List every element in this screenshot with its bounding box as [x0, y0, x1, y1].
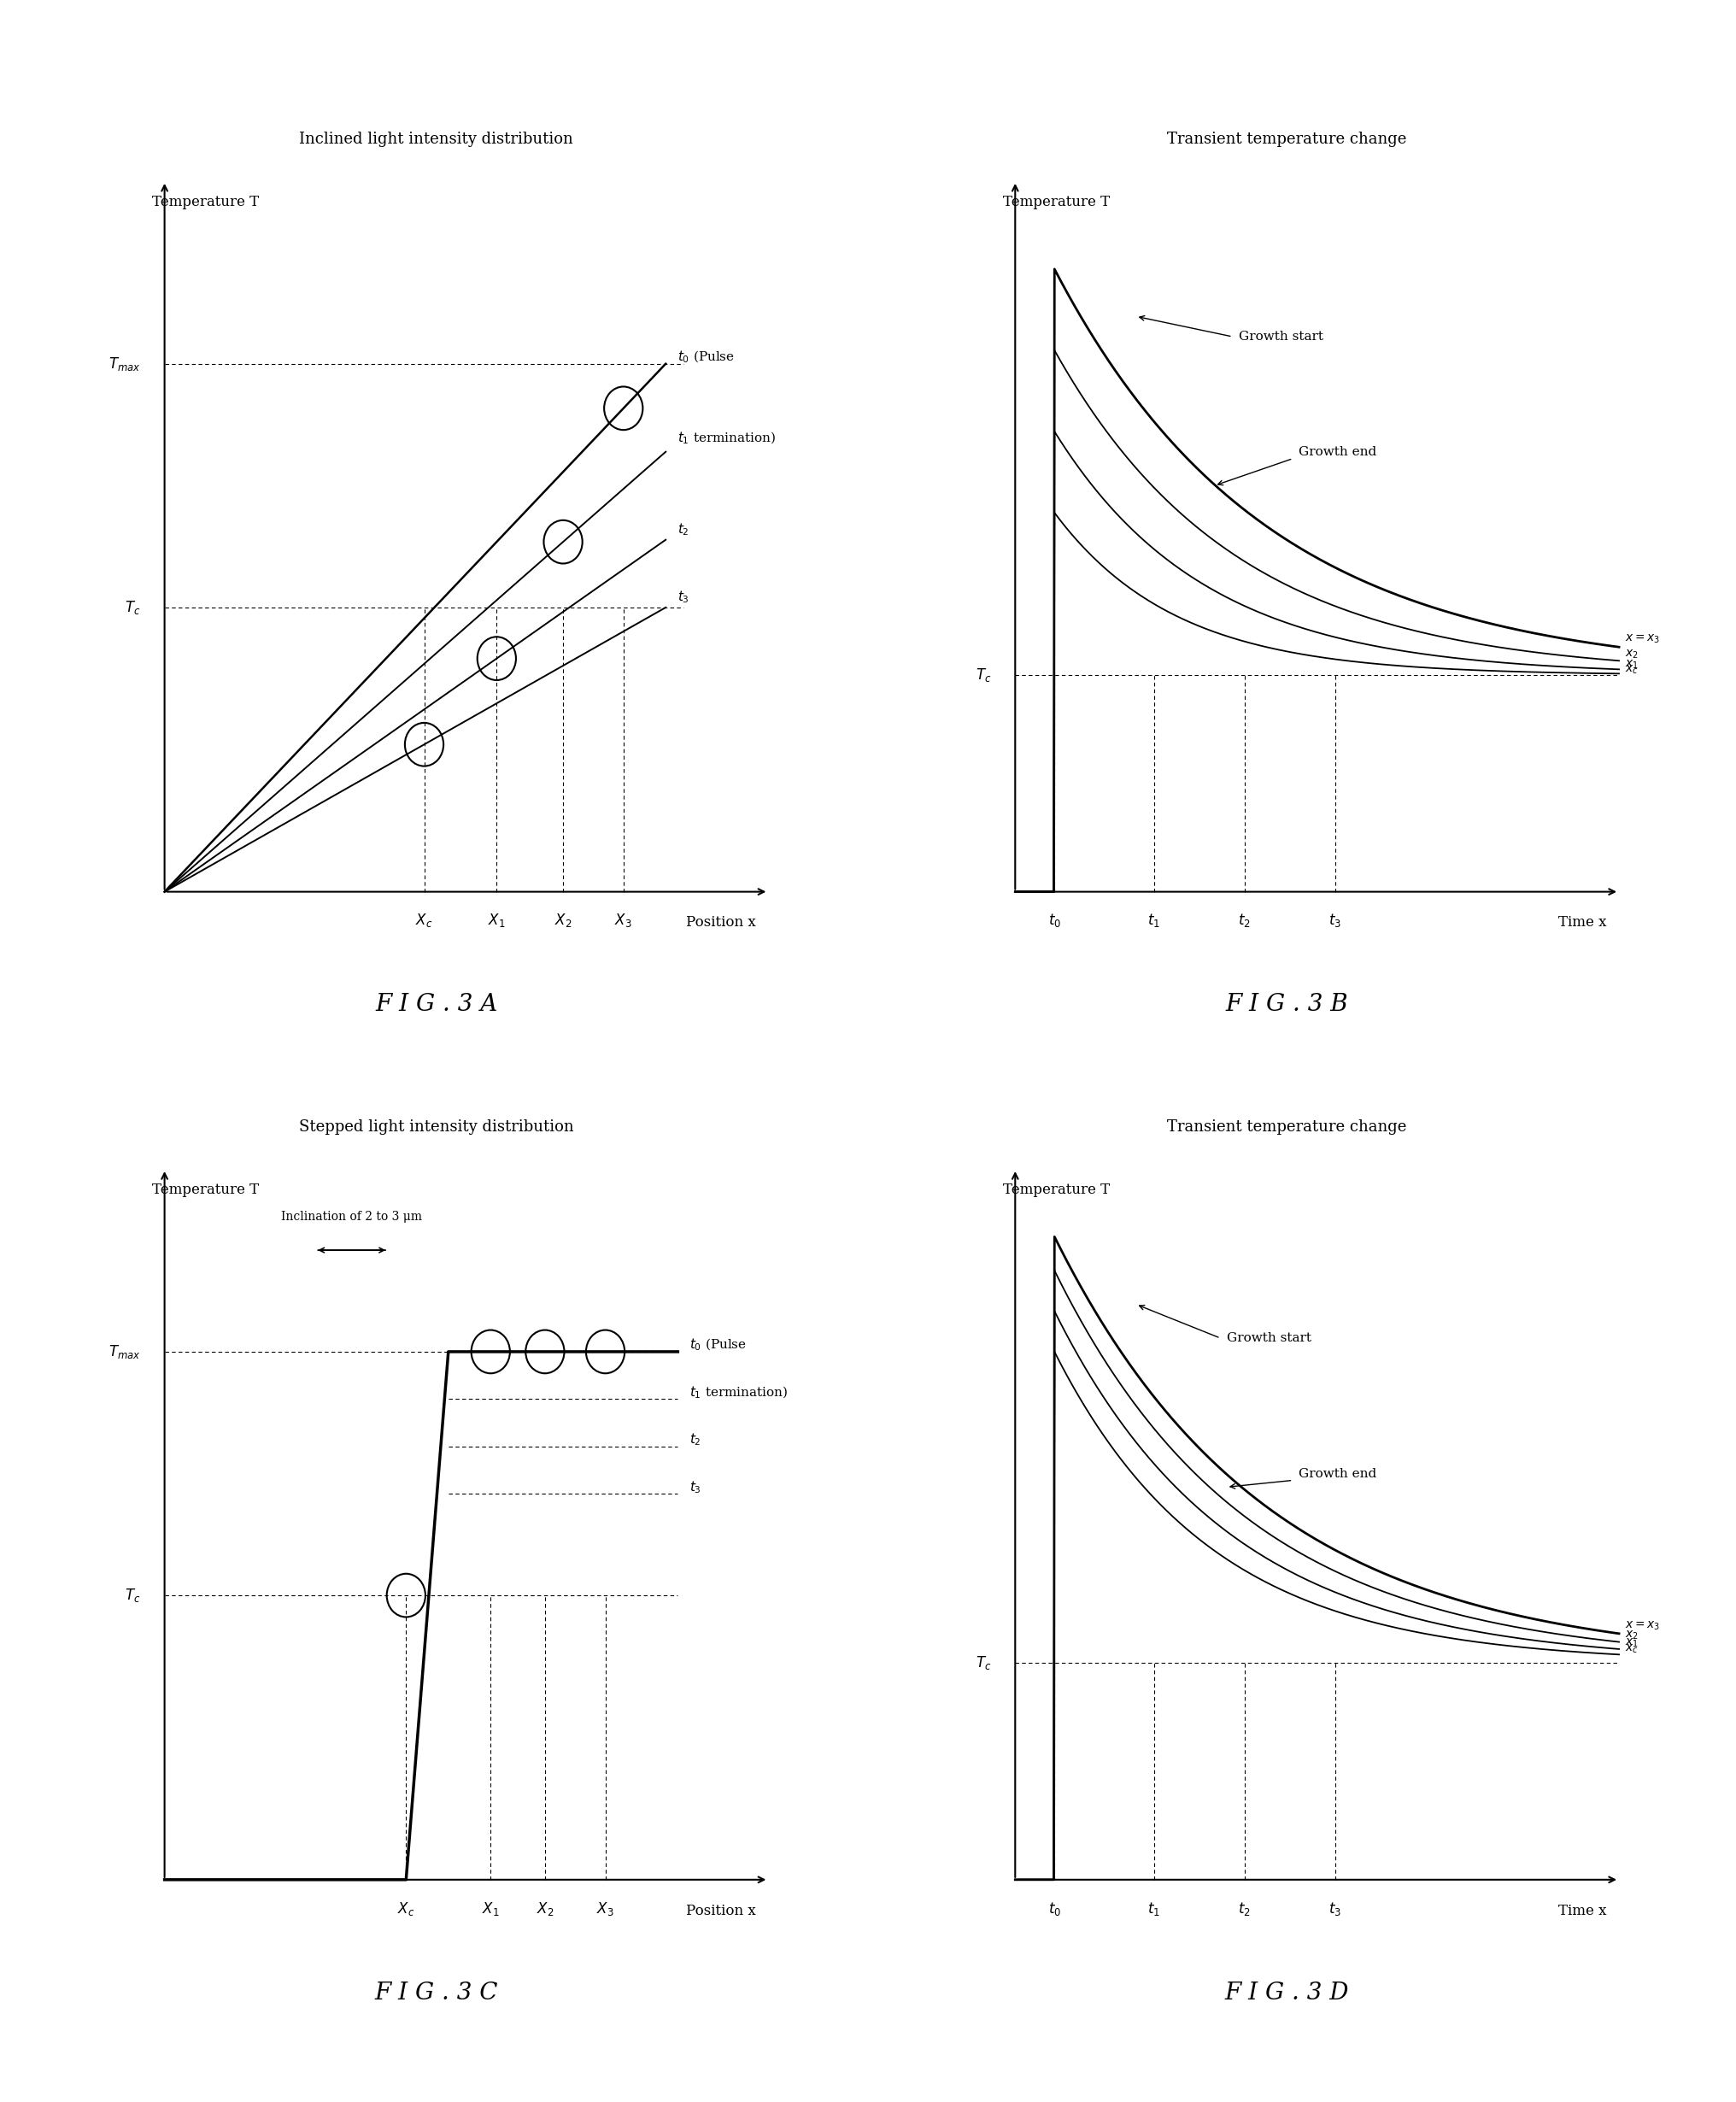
Text: $x_1$: $x_1$ [1625, 658, 1639, 671]
Text: Stepped light intensity distribution: Stepped light intensity distribution [299, 1120, 573, 1135]
Text: F I G . 3 A: F I G . 3 A [375, 994, 498, 1017]
Text: $t_2$: $t_2$ [1238, 912, 1252, 929]
Text: $X_2$: $X_2$ [554, 912, 571, 929]
Text: Transient temperature change: Transient temperature change [1167, 1120, 1406, 1135]
Text: $T_{max}$: $T_{max}$ [108, 355, 141, 372]
Text: Temperature T: Temperature T [153, 195, 259, 208]
Text: $X_c$: $X_c$ [415, 912, 432, 929]
Text: $X_3$: $X_3$ [615, 912, 632, 929]
Text: $X_2$: $X_2$ [536, 1900, 554, 1917]
Text: Inclination of 2 to 3 μm: Inclination of 2 to 3 μm [281, 1211, 422, 1223]
Text: $x{=}x_3$: $x{=}x_3$ [1625, 633, 1660, 645]
Text: $t_1$ termination): $t_1$ termination) [677, 431, 776, 446]
Text: $t_3$: $t_3$ [677, 589, 689, 605]
Text: $t_0$ (Pulse: $t_0$ (Pulse [677, 349, 734, 366]
Text: $T_c$: $T_c$ [976, 666, 991, 683]
Text: $X_1$: $X_1$ [483, 1900, 500, 1917]
Text: $x_2$: $x_2$ [1625, 650, 1639, 660]
Text: $T_{max}$: $T_{max}$ [108, 1343, 141, 1360]
Text: $t_1$: $t_1$ [1147, 1900, 1160, 1917]
Text: $x_1$: $x_1$ [1625, 1637, 1639, 1650]
Text: $x_c$: $x_c$ [1625, 1644, 1639, 1656]
Text: $x_2$: $x_2$ [1625, 1629, 1639, 1642]
Text: $t_1$ termination): $t_1$ termination) [689, 1385, 788, 1400]
Text: $t_3$: $t_3$ [1328, 1900, 1342, 1917]
Text: $t_0$: $t_0$ [1049, 912, 1061, 929]
Text: $X_1$: $X_1$ [488, 912, 505, 929]
Text: Position x: Position x [686, 1904, 757, 1917]
Text: $X_c$: $X_c$ [398, 1900, 415, 1917]
Text: $t_2$: $t_2$ [1238, 1900, 1252, 1917]
Text: F I G . 3 C: F I G . 3 C [375, 1982, 498, 2005]
Text: Time x: Time x [1559, 916, 1608, 929]
Text: Transient temperature change: Transient temperature change [1167, 132, 1406, 147]
Text: Growth end: Growth end [1299, 1467, 1377, 1480]
Text: $t_2$: $t_2$ [689, 1431, 701, 1448]
Text: Growth start: Growth start [1238, 330, 1323, 343]
Text: Time x: Time x [1559, 1904, 1608, 1917]
Text: $t_3$: $t_3$ [1328, 912, 1342, 929]
Text: $t_0$ (Pulse: $t_0$ (Pulse [689, 1337, 746, 1354]
Text: Temperature T: Temperature T [1003, 1183, 1109, 1196]
Text: $t_1$: $t_1$ [1147, 912, 1160, 929]
Text: $x{=}x_3$: $x{=}x_3$ [1625, 1619, 1660, 1631]
Text: $t_0$: $t_0$ [1049, 1900, 1061, 1917]
Text: Inclined light intensity distribution: Inclined light intensity distribution [299, 132, 573, 147]
Text: F I G . 3 D: F I G . 3 D [1226, 1982, 1349, 2005]
Text: $X_3$: $X_3$ [597, 1900, 615, 1917]
Text: $t_2$: $t_2$ [677, 521, 689, 538]
Text: $T_c$: $T_c$ [976, 1654, 991, 1671]
Text: Temperature T: Temperature T [1003, 195, 1109, 208]
Text: Growth end: Growth end [1299, 446, 1377, 458]
Text: $T_c$: $T_c$ [125, 1587, 141, 1604]
Text: $x_c$: $x_c$ [1625, 664, 1639, 677]
Text: $t_3$: $t_3$ [689, 1480, 701, 1495]
Text: Position x: Position x [686, 916, 757, 929]
Text: Temperature T: Temperature T [153, 1183, 259, 1196]
Text: Growth start: Growth start [1227, 1333, 1311, 1343]
Text: F I G . 3 B: F I G . 3 B [1226, 994, 1349, 1017]
Text: $T_c$: $T_c$ [125, 599, 141, 616]
